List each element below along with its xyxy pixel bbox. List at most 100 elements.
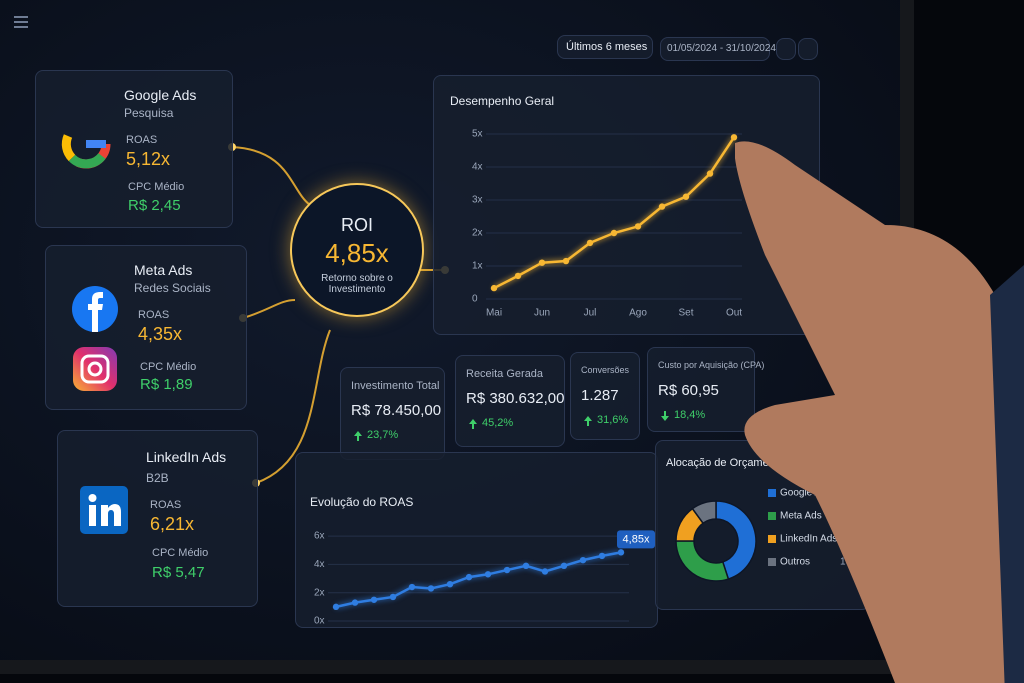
donut-segment (675, 540, 730, 582)
channel-card: LinkedIn Ads B2B ROAS 6,21x CPC Médio R$… (57, 430, 258, 607)
channel-name: Meta Ads (134, 262, 193, 278)
point (538, 259, 546, 266)
value-label-box (617, 530, 655, 549)
kpi-label: Investimento Total (351, 380, 440, 392)
chart-panel: Evolução do ROAS 0x2x4x6xMaiJunJulAgoSet… (295, 452, 658, 628)
x-tick-label: Jul (584, 308, 597, 319)
y-tick-label: 1x (472, 261, 483, 272)
donut-segment (715, 500, 757, 580)
channel-subtitle: B2B (146, 471, 169, 485)
chart-title: Desempenho Geral (450, 94, 555, 108)
kpi-value: R$ 380.632,00 (466, 390, 565, 407)
roas-value: 6,21x (150, 514, 195, 534)
arrow-shape (354, 431, 362, 441)
kpi-card: Receita Gerada R$ 380.632,00 45,2% (455, 355, 565, 447)
point (514, 272, 522, 280)
legend-swatch (768, 512, 776, 520)
point (332, 603, 340, 611)
kpi-value: R$ 60,95 (658, 382, 719, 399)
kpi-value: 1.287 (581, 387, 619, 404)
legend-swatch (768, 489, 776, 497)
line (493, 136, 736, 290)
line (335, 551, 622, 609)
date-text: 01/05/2024 - 31/10/2024 (667, 43, 776, 54)
roas-value: 4,35x (138, 324, 183, 344)
filter-button[interactable] (798, 38, 818, 60)
point (351, 599, 359, 606)
y-tick-label: 2x (472, 228, 483, 239)
point (617, 549, 625, 556)
value-label: 4,85x (623, 533, 650, 545)
x-tick-label: Out (726, 308, 742, 319)
legend-swatch (768, 558, 776, 566)
filter-button[interactable] (776, 38, 796, 60)
kpi-change: 18,4% (674, 409, 706, 421)
point (389, 593, 397, 601)
y-tick-label: 2x (314, 587, 325, 598)
chart-title: Evolução do ROAS (310, 495, 414, 509)
roas-label: ROAS (138, 309, 170, 321)
roas-label: ROAS (150, 499, 182, 511)
kpi-value: R$ 78.450,00 (351, 402, 442, 419)
roi-circle: ROI 4,85x Retorno sobre o Investimento (290, 183, 424, 317)
legend-swatch (768, 535, 776, 543)
channel-name: Google Ads (124, 87, 197, 103)
y-tick-label: 4x (314, 559, 325, 570)
point (586, 239, 594, 247)
period-text: Últimos 6 meses (566, 41, 648, 53)
date-range[interactable]: 01/05/2024 - 31/10/2024 (660, 37, 776, 61)
trend-arrow (661, 411, 669, 421)
legend-label: Google Ads (780, 488, 832, 499)
dashboard: Últimos 6 meses 01/05/2024 - 31/10/2024 … (0, 0, 914, 674)
chart-title: Alocação de Orçamento (666, 457, 785, 469)
kpi-label: Conversões (581, 365, 630, 375)
trend-arrow (354, 431, 362, 441)
legend-label: Meta Ads (780, 511, 822, 522)
kpi-card: Conversões 1.287 31,6% (570, 352, 640, 440)
cpc-value: R$ 1,89 (140, 376, 193, 393)
point (541, 568, 549, 575)
point (484, 571, 492, 578)
kpi-change: 23,7% (367, 429, 399, 441)
x-tick-label: Ago (629, 308, 647, 319)
arrow-shape (469, 419, 477, 429)
cpc-label: CPC Médio (140, 361, 197, 373)
point (446, 581, 454, 588)
point (490, 284, 498, 292)
point (658, 203, 666, 210)
point (427, 585, 435, 592)
point (634, 223, 642, 230)
roas-value: 5,12x (126, 149, 171, 169)
cpc-label: CPC Médio (128, 181, 185, 193)
cpc-value: R$ 2,45 (128, 197, 181, 214)
channel-subtitle: Pesquisa (124, 106, 174, 120)
chart: 0x2x4x6xMaiJunJulAgoSetOut4,85x (314, 530, 655, 627)
y-tick-label: 6x (314, 531, 325, 542)
kpi-label: Custo por Aquisição (CPA) (658, 360, 765, 370)
point (408, 583, 416, 591)
legend-label: Outros (780, 557, 810, 568)
roi-label: ROI (340, 215, 373, 235)
point (560, 562, 568, 569)
chart: 0 1x 2x 3x 4x 5x Mai Jun Jul Ago Set Out (472, 129, 742, 319)
kpi-card: Investimento Total R$ 78.450,00 23,7% (340, 367, 445, 460)
linkedin-logo (80, 486, 128, 534)
google-logo (61, 119, 111, 169)
point (465, 573, 473, 581)
period-filter[interactable]: Últimos 6 meses (557, 35, 653, 59)
x-tick-label: Mai (486, 308, 502, 319)
y-tick-label: 5x (472, 129, 483, 140)
y-tick-label: 3x (472, 195, 483, 206)
point (370, 596, 378, 603)
point (598, 552, 606, 560)
point (706, 170, 714, 177)
trend-arrow (584, 416, 592, 426)
y-tick-label: 0x (314, 616, 325, 627)
channel-name: LinkedIn Ads (146, 449, 227, 465)
x-tick-label: Jun (534, 308, 550, 319)
point (610, 229, 618, 237)
legend-label: LinkedIn Ads (780, 534, 837, 545)
trend-arrow (469, 419, 477, 429)
kpi-label: Receita Gerada (466, 368, 544, 380)
